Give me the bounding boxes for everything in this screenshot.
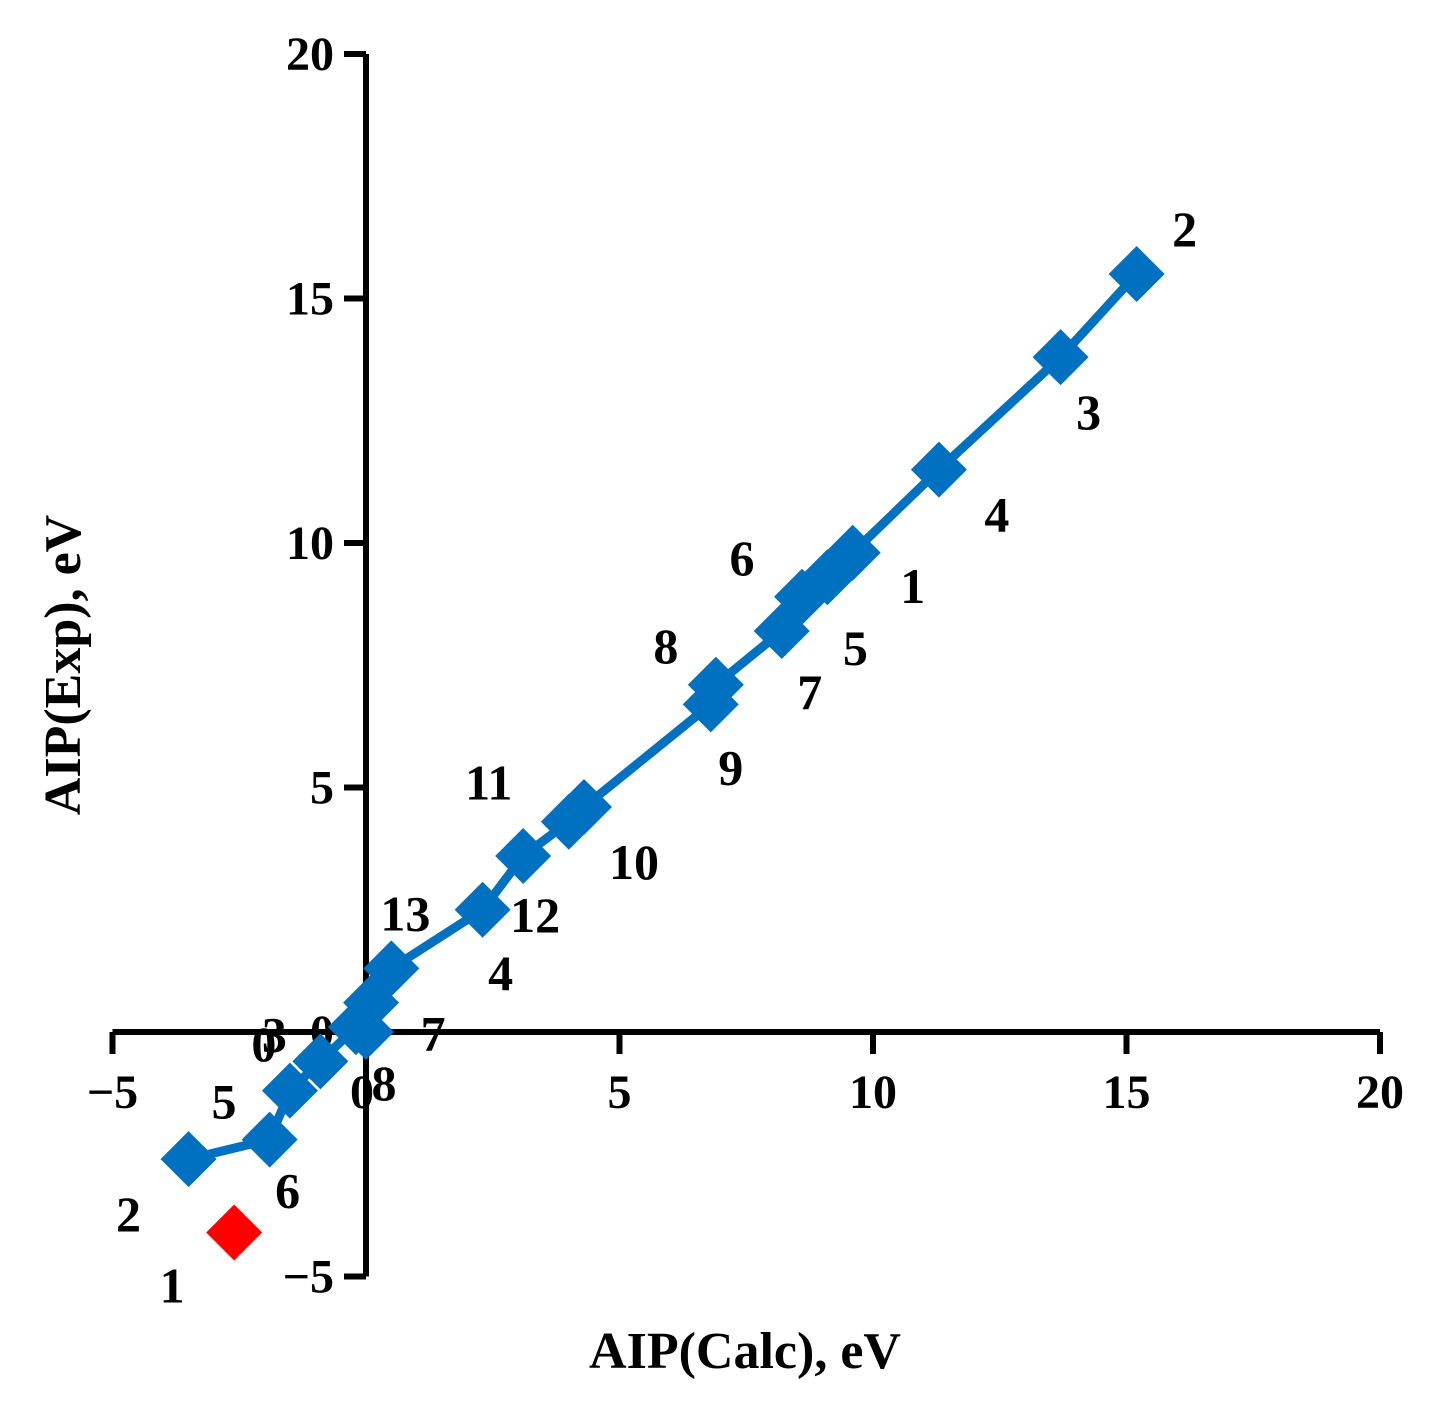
point-label: 7 <box>421 1006 446 1062</box>
data-point <box>454 881 511 938</box>
point-label: 10 <box>609 834 659 890</box>
x-tick-label: 10 <box>849 1066 897 1119</box>
point-label: 6 <box>730 530 755 586</box>
point-label: 5 <box>843 620 868 676</box>
point-label: 0 <box>251 1016 276 1072</box>
point-label: 1 <box>160 1257 185 1313</box>
data-point <box>682 676 739 733</box>
point-label: 3 <box>262 1006 287 1062</box>
point-label: 9 <box>718 739 743 795</box>
y-tick-label: 5 <box>310 762 334 815</box>
data-point <box>160 1131 217 1188</box>
point-label: 2 <box>116 1186 141 1242</box>
data-point <box>338 1004 394 1060</box>
y-tick-label: −5 <box>283 1251 334 1304</box>
data-point <box>1108 246 1165 303</box>
data-point <box>495 827 552 884</box>
data-point <box>1032 329 1089 386</box>
x-tick-label: 20 <box>1356 1066 1404 1119</box>
point-label: 12 <box>510 887 560 943</box>
data-point <box>753 603 810 660</box>
x-tick-label: 0 <box>350 1066 374 1119</box>
point-label: 7 <box>797 664 822 720</box>
point-label: 8 <box>372 1055 397 1111</box>
x-tick-label: 15 <box>1103 1066 1151 1119</box>
x-tick-label: −5 <box>87 1066 138 1119</box>
point-label: 13 <box>380 885 430 941</box>
point-label: 4 <box>488 945 513 1001</box>
y-tick-label: 15 <box>286 273 334 326</box>
x-axis-title: AIP(Calc), eV <box>589 1323 901 1380</box>
point-label: 3 <box>1076 384 1101 440</box>
point-label: 8 <box>653 618 678 674</box>
point-label: 6 <box>275 1163 300 1219</box>
data-marks <box>160 246 1165 1261</box>
point-label: 1 <box>900 558 925 614</box>
point-label: 4 <box>984 487 1009 543</box>
point-label: 11 <box>465 755 512 811</box>
data-point <box>241 1111 298 1168</box>
data-point <box>343 974 400 1031</box>
data-point <box>910 441 967 498</box>
y-tick-label: 10 <box>286 517 334 570</box>
y-tick-label: 20 <box>286 28 334 81</box>
point-label: 5 <box>211 1074 236 1130</box>
outlier-point <box>206 1204 263 1261</box>
point-label: 2 <box>1172 201 1197 257</box>
data-point <box>292 1033 349 1090</box>
data-point <box>540 793 597 850</box>
x-tick-label: 5 <box>608 1066 632 1119</box>
data-point <box>261 1062 318 1119</box>
y-axis-title: AIP(Exp), eV <box>35 515 92 815</box>
